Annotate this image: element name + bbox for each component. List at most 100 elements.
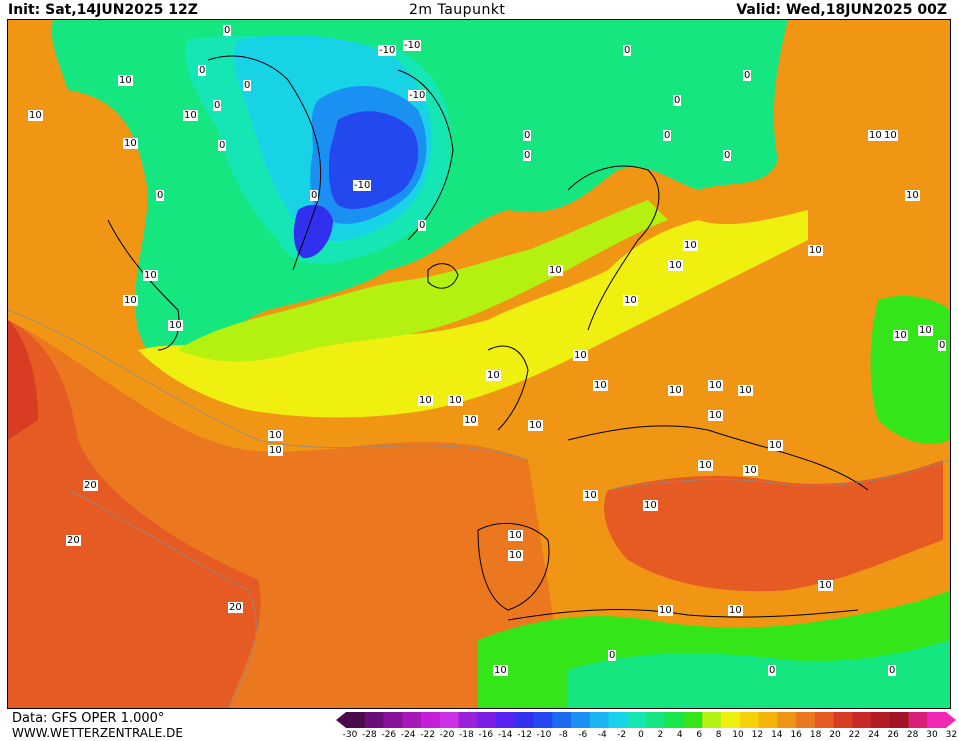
- colorbar-cells: [346, 712, 947, 728]
- colorbar-cell: [496, 712, 516, 728]
- colorbar-tick-label: 22: [848, 730, 861, 740]
- contour-label: -10: [378, 45, 397, 56]
- contour-label: 10: [123, 295, 138, 306]
- colorbar-cell: [777, 712, 797, 728]
- contour-label: 10: [268, 430, 283, 441]
- colorbar-cell: [346, 712, 366, 728]
- tropical-atlantic: [8, 320, 261, 708]
- colorbar-cell: [514, 712, 534, 728]
- labrador-coast: [107, 219, 180, 351]
- contour-10: [8, 309, 529, 461]
- colorbar-tick-label: 18: [809, 730, 822, 740]
- contour-label: 10: [883, 130, 898, 141]
- colorbar-cell: [871, 712, 891, 728]
- contour-label: 10: [708, 380, 723, 391]
- contour-label: 0: [743, 70, 752, 81]
- contour-label: 10: [548, 265, 563, 276]
- sahara-deep-green: [568, 640, 950, 708]
- contour-label: 10: [418, 395, 433, 406]
- contour-label: 10: [728, 605, 743, 616]
- dewpoint-yellow-band: [138, 210, 808, 418]
- greenland-south-blue: [293, 204, 333, 259]
- colorbar-tick-label: -10: [536, 730, 552, 740]
- russia-green: [870, 295, 950, 444]
- contour-label: 10: [698, 460, 713, 471]
- contour-label: 20: [66, 535, 81, 546]
- colorbar-tick-label: 14: [771, 730, 783, 740]
- contour-label: 0: [198, 65, 207, 76]
- contour-lines: [8, 309, 950, 708]
- colorbar-tick-label: -14: [497, 730, 513, 740]
- colorbar-tick-label: -8: [558, 730, 568, 740]
- coastlines: [107, 55, 869, 621]
- contour-label: 10: [808, 245, 823, 256]
- contour-label: 10: [143, 270, 158, 281]
- colorbar-tick-label: 6: [696, 730, 703, 740]
- contour-label: 10: [643, 500, 658, 511]
- contour-label: 10: [918, 325, 933, 336]
- colorbar-cell: [833, 712, 853, 728]
- contour-label: 10: [668, 385, 683, 396]
- contour-label: 0: [213, 100, 222, 111]
- map-title: 2m Taupunkt: [409, 2, 506, 18]
- north-africa-coast: [507, 609, 859, 621]
- colorbar-tick-label: -30: [342, 730, 358, 740]
- contour-label: 20: [228, 602, 243, 613]
- weather-map: 0 0 0 0 0 0 0 0 0 0 0 0 0 0 0 0 0 0 0 10 10 10 10 10 10 10 10 10 10 1…: [7, 19, 951, 709]
- contour-label: 10: [668, 260, 683, 271]
- colorbar-tick-label: 26: [887, 730, 899, 740]
- contour-label: 10: [683, 240, 698, 251]
- contour-med: [607, 459, 950, 491]
- contour-label: 20: [83, 480, 98, 491]
- colorbar-cell: [758, 712, 778, 728]
- contour-label: 10: [738, 385, 753, 396]
- contour-label: -10: [408, 90, 427, 101]
- colorbar-cell: [739, 712, 759, 728]
- greenland-west-coast: [207, 55, 322, 271]
- colorbar-cell: [552, 712, 572, 728]
- contour-label: 0: [243, 80, 252, 91]
- contour-label: 10: [905, 190, 920, 201]
- contour-label: 0: [608, 650, 617, 661]
- colorbar-cell: [646, 712, 666, 728]
- contour-label: 10: [623, 295, 638, 306]
- contour-label: 10: [818, 580, 833, 591]
- scandinavia-coast: [567, 165, 660, 331]
- greenland-deep-blue: [328, 111, 419, 210]
- colorbar-tick-label: 28: [906, 730, 919, 740]
- colorbar-min-arrow: [336, 712, 346, 728]
- iceland-coast: [427, 263, 459, 289]
- colorbar-max-arrow: [946, 712, 956, 728]
- colorbar-tick-label: 2: [657, 730, 664, 740]
- contour-label: -10: [403, 40, 422, 51]
- colorbar-cell: [889, 712, 909, 728]
- siberia-orange: [798, 20, 950, 280]
- contour-label: 10: [463, 415, 478, 426]
- contour-label: 10: [118, 75, 133, 86]
- colorbar-tick-label: -4: [597, 730, 607, 740]
- colorbar: [336, 712, 956, 728]
- colorbar-tick-label: -22: [420, 730, 435, 740]
- colorbar-cell: [702, 712, 722, 728]
- contour-label: 10: [508, 530, 523, 541]
- colorbar-cell: [421, 712, 441, 728]
- colorbar-tick-label: 20: [829, 730, 841, 740]
- contour-label: 10: [508, 550, 523, 561]
- contour-label: 0: [218, 140, 227, 151]
- contour-label: 10: [448, 395, 463, 406]
- colorbar-tick-label: 10: [732, 730, 744, 740]
- contour-label: 10: [573, 350, 588, 361]
- contour-label: 0: [523, 150, 532, 161]
- colorbar-cell: [439, 712, 459, 728]
- contour-label: 10: [28, 110, 43, 121]
- colorbar-tick-label: 8: [715, 730, 722, 740]
- website-credit: WWW.WETTERZENTRALE.DE: [12, 726, 183, 740]
- central-europe-coast: [567, 425, 869, 491]
- colorbar-cell: [796, 712, 816, 728]
- british-isles-coast: [487, 345, 529, 431]
- colorbar-cell: [852, 712, 872, 728]
- colorbar-cell: [533, 712, 553, 728]
- contour-label: 0: [768, 665, 777, 676]
- colorbar-tick-label: 16: [790, 730, 802, 740]
- colorbar-cell: [364, 712, 384, 728]
